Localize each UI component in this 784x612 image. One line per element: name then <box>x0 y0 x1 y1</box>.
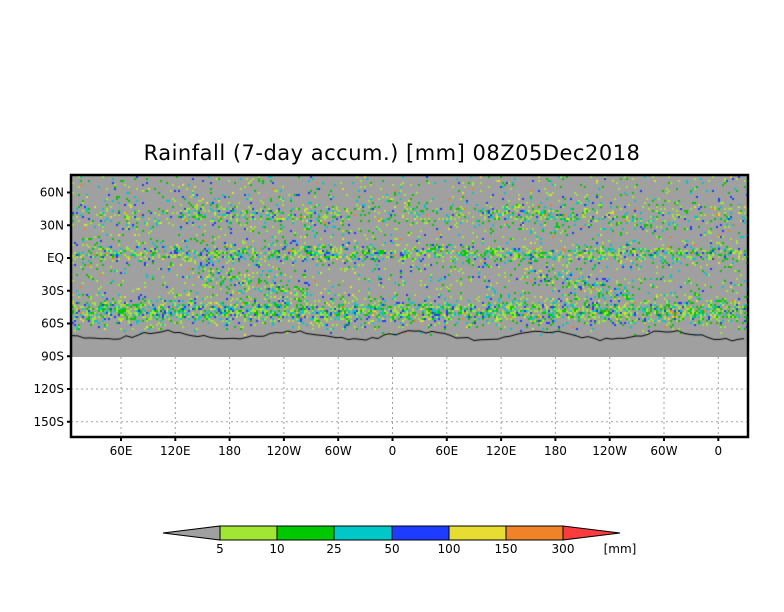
lat-label: 30N <box>40 218 64 232</box>
colorbar-label: 100 <box>438 542 461 556</box>
lon-label: 0 <box>389 444 397 458</box>
colorbar-label: 5 <box>216 542 224 556</box>
lat-label: 60N <box>40 186 64 200</box>
colorbar: 5 10 25 50 100 150 300 [mm] <box>162 525 637 556</box>
colorbar-box <box>276 525 335 541</box>
lon-label: 60E <box>435 444 458 458</box>
longitude-axis: 60E 120E 180 120W 60W 0 60E 120E 180 120W 60W 0 <box>110 437 722 458</box>
colorbar-box <box>505 525 564 541</box>
colorbar-label: 50 <box>384 542 399 556</box>
map-frame <box>69 173 750 439</box>
lon-label: 60E <box>110 444 133 458</box>
rainfall-field <box>72 176 748 357</box>
lon-label: 180 <box>218 444 241 458</box>
lat-label: 120S <box>33 382 64 396</box>
lon-label: 60W <box>650 444 677 458</box>
colorbar-label: 10 <box>269 542 284 556</box>
lat-label: EQ <box>47 251 64 265</box>
colorbar-box <box>333 525 393 541</box>
lat-label: 150S <box>33 415 64 429</box>
colorbar-label: 150 <box>495 542 518 556</box>
lon-label: 60W <box>325 444 352 458</box>
colorbar-box <box>448 525 507 541</box>
lat-label: 30S <box>41 284 64 298</box>
lon-label: 120E <box>160 444 191 458</box>
lat-label: 90S <box>41 349 64 363</box>
colorbar-low-triangle <box>162 525 221 541</box>
lon-label: 120W <box>592 444 627 458</box>
lat-label: 60S <box>41 317 64 331</box>
colorbar-box <box>219 525 278 541</box>
colorbar-label: 25 <box>326 542 341 556</box>
lon-label: 0 <box>714 444 722 458</box>
lon-label: 180 <box>544 444 567 458</box>
colorbar-box <box>391 525 450 541</box>
map-title: Rainfall (7-day accum.) [mm] 08Z05Dec201… <box>143 141 641 165</box>
latitude-axis: 60N 30N EQ 30S 60S 90S 120S 150S <box>33 186 71 429</box>
lon-label: 120W <box>267 444 302 458</box>
colorbar-unit: [mm] <box>604 542 637 556</box>
lon-label: 120E <box>486 444 517 458</box>
colorbar-label: 300 <box>552 542 575 556</box>
colorbar-high-triangle <box>562 525 621 541</box>
gridlines <box>71 357 748 437</box>
